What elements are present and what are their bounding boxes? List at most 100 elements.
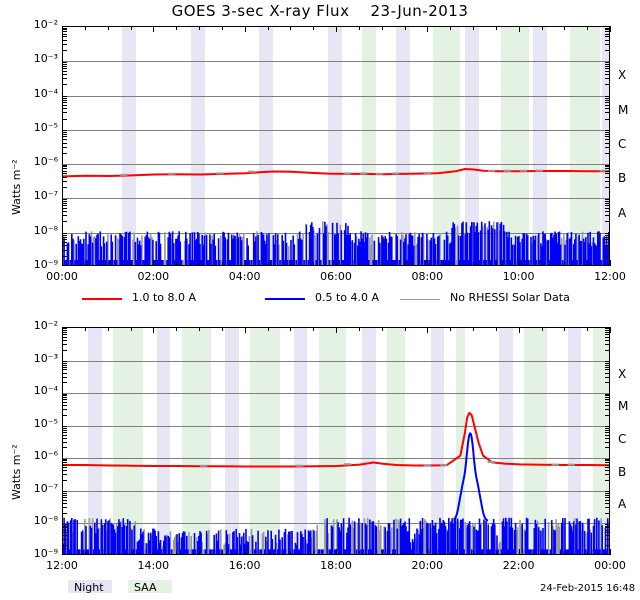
chart-title: GOES 3-sec X-ray Flux 23-Jun-2013: [171, 2, 469, 20]
x-tick-label: 02:00: [137, 270, 170, 283]
x-tick: [336, 260, 337, 266]
x-tick-label: 00:00: [46, 270, 78, 283]
no-rhessi-overlay: [120, 169, 607, 176]
y-minor-tick: [62, 377, 67, 378]
y-minor-tick: [605, 28, 610, 29]
y-minor-tick: [605, 239, 610, 240]
y-minor-tick: [62, 29, 67, 30]
x-tick: [542, 327, 543, 331]
y-minor-tick: [62, 435, 67, 436]
y-minor-tick: [62, 526, 67, 527]
saa-band: [113, 328, 143, 554]
x-tick: [542, 551, 543, 555]
night-legend-swatch: [68, 580, 112, 593]
gridline: [63, 393, 609, 394]
x-tick: [268, 262, 269, 266]
legend-color-swatch: [82, 298, 122, 300]
y-minor-tick: [605, 527, 610, 528]
y-minor-tick: [62, 409, 67, 410]
y-tick-label: 10⁻²: [33, 18, 58, 31]
y-minor-tick: [62, 367, 67, 368]
gridline: [63, 164, 609, 165]
top-plot-area[interactable]: [62, 26, 610, 266]
saa-legend-swatch: [128, 580, 172, 593]
y-minor-tick: [62, 395, 67, 396]
saa-band: [569, 27, 600, 265]
y-minor-tick: [62, 215, 67, 216]
y-minor-tick: [62, 363, 67, 364]
y-minor-tick: [605, 50, 610, 51]
y-tick-label: 10⁻⁵: [33, 416, 58, 430]
night-band: [567, 328, 582, 554]
y-tick-label: 10⁻⁶: [33, 449, 58, 463]
y-minor-tick: [62, 399, 67, 400]
y-minor-tick: [605, 361, 610, 362]
night-band: [396, 27, 411, 265]
y-minor-tick: [605, 442, 610, 443]
x-tick: [290, 26, 291, 30]
y-minor-tick: [605, 102, 610, 103]
x-tick: [62, 549, 63, 555]
y-minor-tick: [605, 459, 610, 460]
y-minor-tick: [605, 29, 610, 30]
y-minor-tick: [605, 470, 610, 471]
gridline: [63, 198, 609, 199]
y-minor-tick: [62, 493, 67, 494]
x-tick: [131, 551, 132, 555]
y-minor-tick: [605, 44, 610, 45]
x-tick: [610, 327, 611, 333]
x-tick: [222, 262, 223, 266]
x-tick: [245, 549, 246, 555]
y-minor-tick: [62, 532, 67, 533]
y-minor-tick: [605, 84, 610, 85]
x-tick: [587, 262, 588, 266]
y-minor-tick: [62, 147, 67, 148]
y-minor-tick: [62, 330, 67, 331]
y-minor-tick: [605, 119, 610, 120]
y-minor-tick: [62, 96, 67, 97]
x-tick: [62, 26, 63, 32]
y-minor-tick: [62, 165, 67, 166]
y-minor-tick: [605, 237, 610, 238]
y-minor-tick: [605, 64, 610, 65]
y-minor-tick: [605, 215, 610, 216]
y-minor-tick: [62, 105, 67, 106]
x-tick: [564, 327, 565, 331]
x-tick: [153, 327, 154, 333]
y-minor-tick: [62, 187, 67, 188]
y-minor-tick: [605, 112, 610, 113]
flare-class-label: A: [618, 497, 627, 512]
y-minor-tick: [62, 334, 67, 335]
legend-label: 0.5 to 4.0 A: [315, 291, 380, 304]
saa-band: [501, 27, 529, 265]
x-tick: [108, 551, 109, 555]
y-minor-tick: [62, 68, 67, 69]
x-tick: [153, 26, 154, 32]
y-minor-tick: [605, 500, 610, 501]
y-minor-tick: [62, 166, 67, 167]
y-minor-tick: [62, 415, 67, 416]
y-minor-tick: [62, 78, 67, 79]
y-minor-tick: [605, 205, 610, 206]
legend-label: 1.0 to 8.0 A: [132, 291, 197, 304]
x-tick: [85, 26, 86, 30]
y-minor-tick: [62, 426, 67, 427]
y-minor-tick: [62, 462, 67, 463]
y-minor-tick: [605, 136, 610, 137]
y-minor-tick: [605, 221, 610, 222]
flare-class-label: C: [618, 137, 627, 151]
y-minor-tick: [605, 31, 610, 32]
legend-color-swatch: [400, 299, 440, 300]
legend-color-swatch: [265, 298, 305, 300]
night-band: [601, 27, 609, 265]
y-minor-tick: [605, 165, 610, 166]
x-tick: [176, 262, 177, 266]
x-tick: [268, 26, 269, 30]
y-minor-tick: [62, 242, 67, 243]
flare-class-label: B: [618, 464, 627, 479]
y-minor-tick: [605, 402, 610, 403]
y-minor-tick: [605, 68, 610, 69]
bottom-plot-area[interactable]: [62, 327, 610, 555]
x-tick: [519, 260, 520, 266]
x-tick: [131, 262, 132, 266]
